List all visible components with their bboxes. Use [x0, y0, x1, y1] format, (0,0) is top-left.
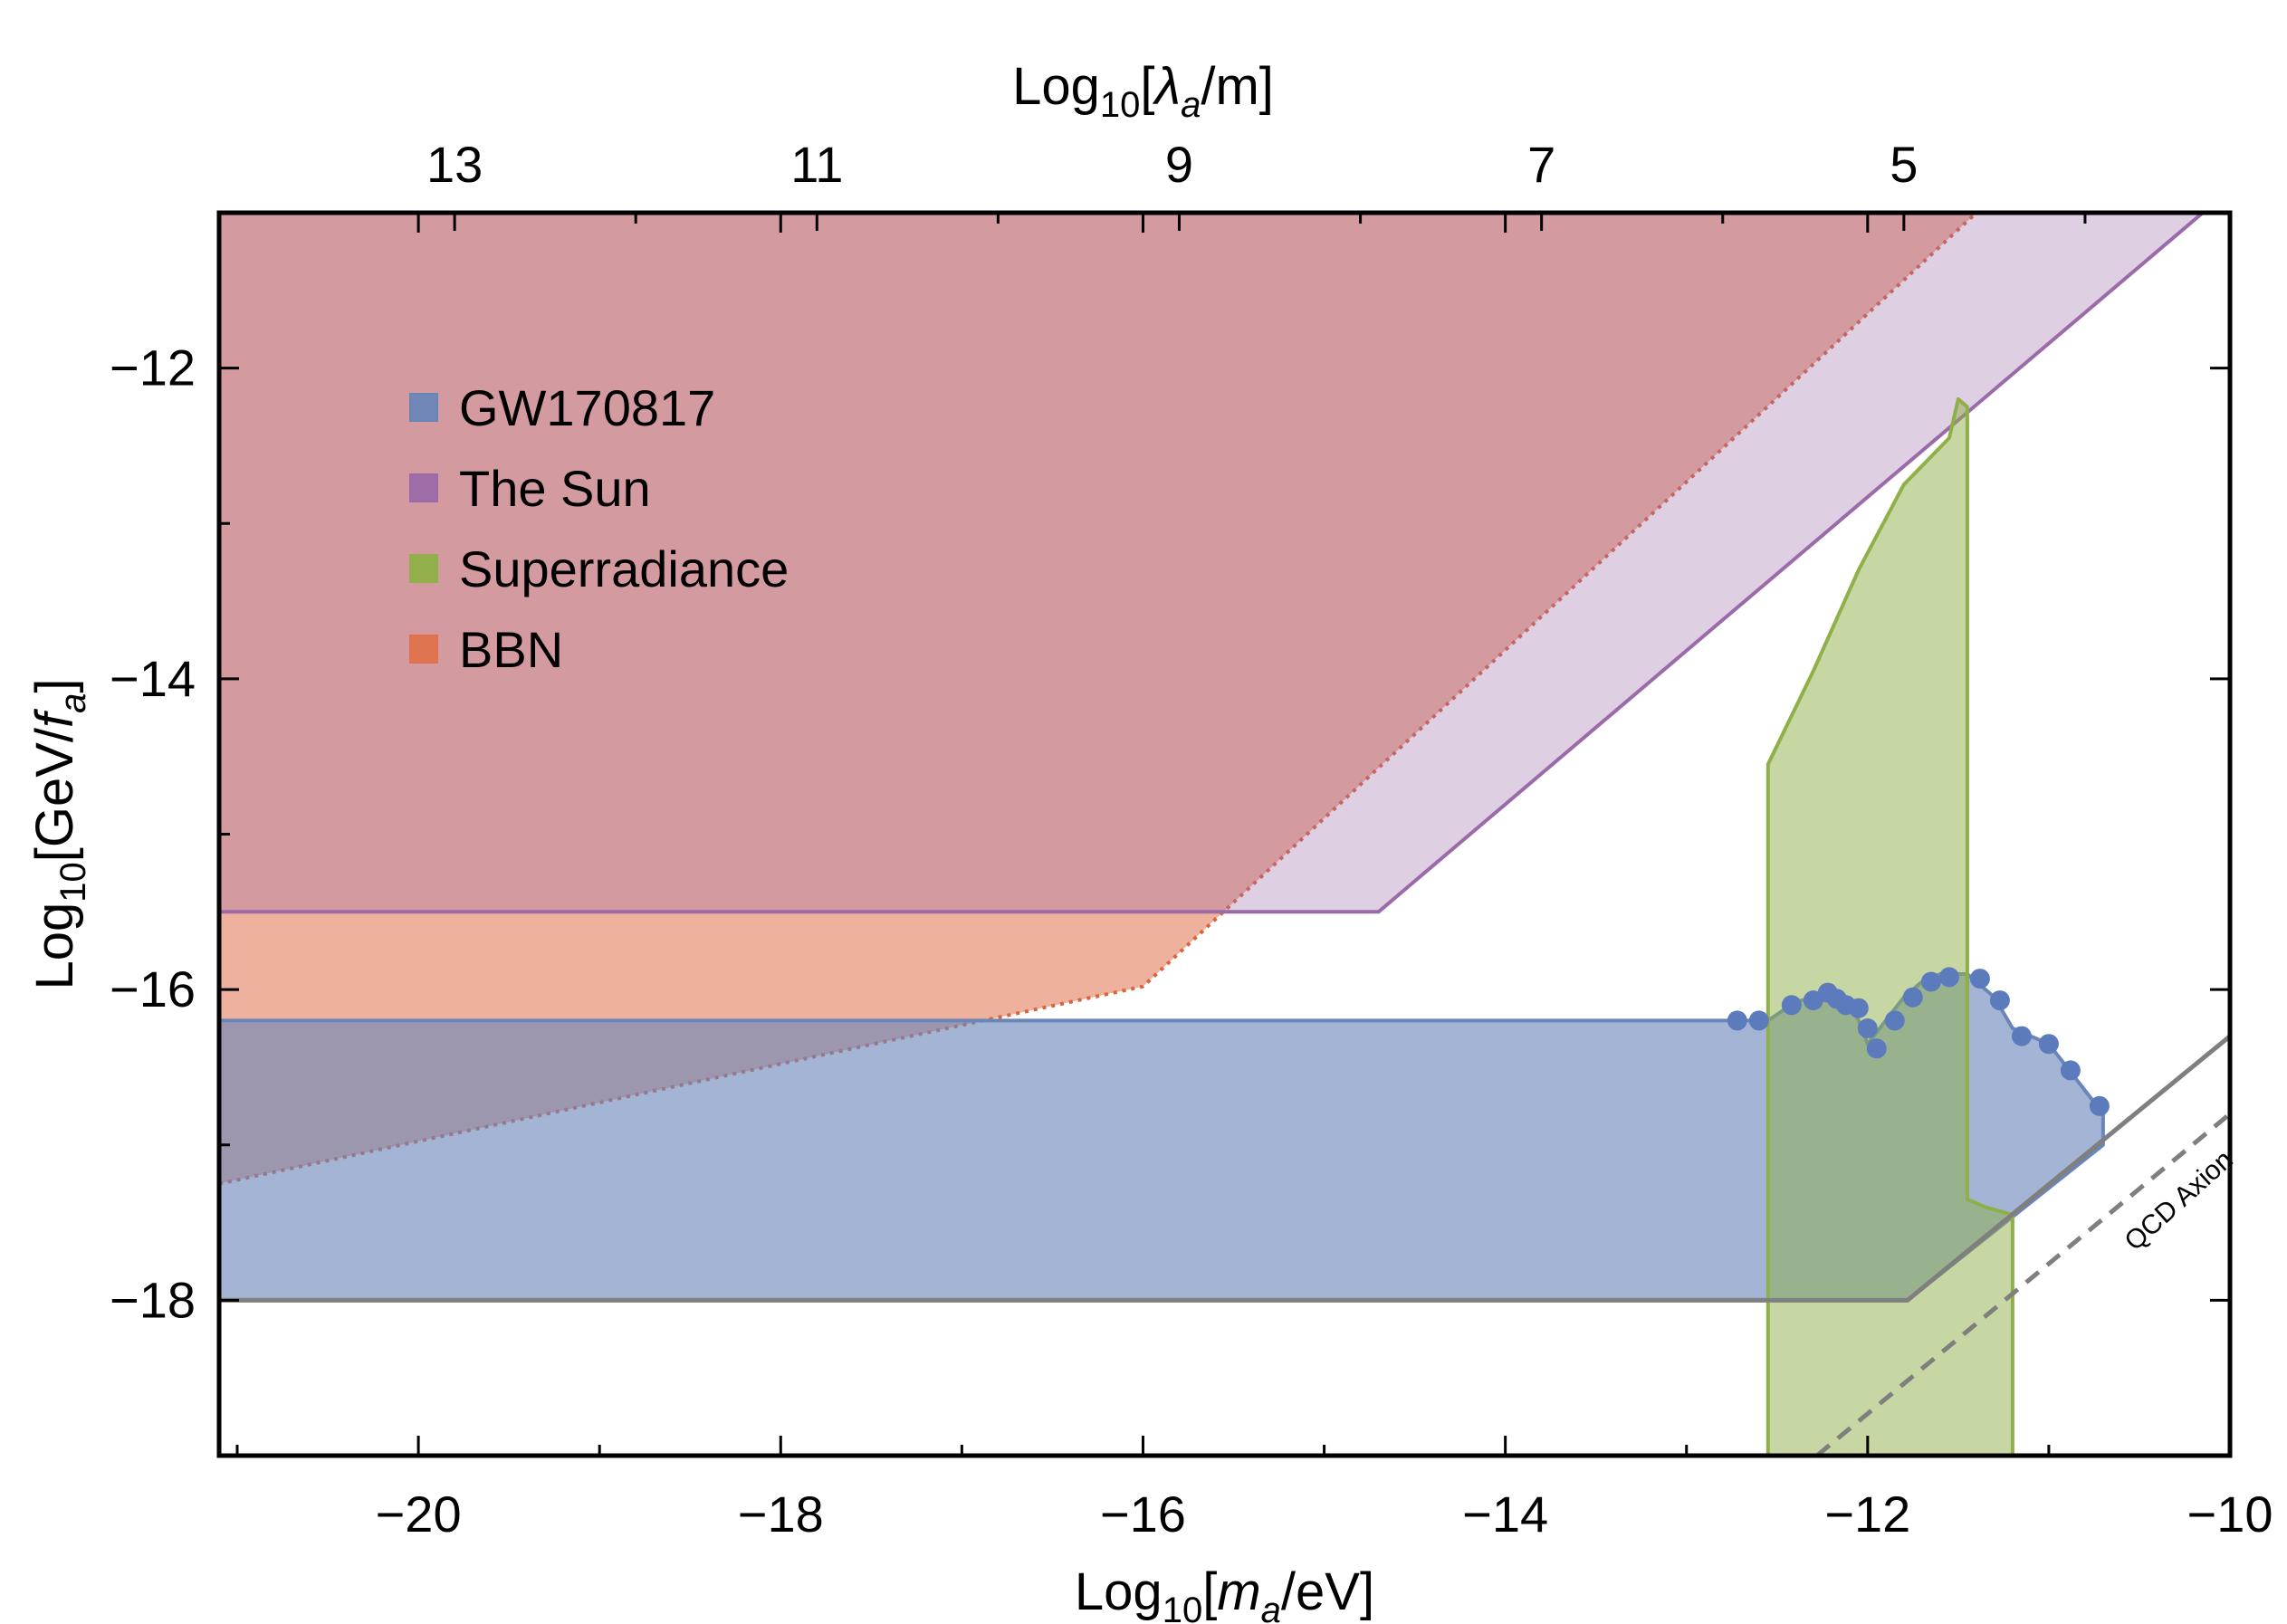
gw-data-point	[1989, 990, 2010, 1011]
gw-data-point	[2011, 1026, 2032, 1046]
x-tick-label: −10	[2187, 1485, 2273, 1543]
gw-data-point	[1748, 1010, 1769, 1031]
y-tick-label: −14	[110, 650, 196, 707]
x2-tick-label: 7	[1527, 136, 1555, 193]
bbn-region	[219, 213, 1978, 1186]
gw-data-point	[1781, 995, 1802, 1016]
qcd-axion-line	[1815, 1112, 2230, 1456]
x-axis-title: Log10[ma/eV]	[1075, 1562, 1374, 1624]
x2-tick-label: 5	[1890, 136, 1918, 193]
gw-lower-line	[219, 1034, 2230, 1303]
legend-label-bbn: BBN	[459, 621, 563, 678]
gw-data-point	[1884, 1010, 1905, 1031]
gw-data-point	[2089, 1095, 2110, 1116]
x-tick-label: −14	[1462, 1485, 1548, 1543]
legend-label-gw: GW170817	[459, 379, 715, 436]
x-tick-label: −16	[1100, 1485, 1186, 1543]
x-tick-label: −12	[1824, 1485, 1910, 1543]
legend-swatch-sr	[409, 554, 438, 583]
gw-data-point	[1848, 998, 1869, 1018]
x2-tick-label: 9	[1165, 136, 1193, 193]
gw-data-point	[2060, 1060, 2081, 1081]
x-tick-label: −20	[376, 1485, 462, 1543]
y-tick-label: −18	[110, 1271, 196, 1328]
gw-data-point	[1938, 967, 1959, 988]
gw-data-point	[1857, 1018, 1878, 1038]
qcd-axion-label: QCD Axion	[2119, 1144, 2238, 1256]
gw-data-point	[2038, 1034, 2059, 1055]
gw-data-point	[1727, 1010, 1747, 1031]
legend-label-sr: Superradiance	[459, 540, 789, 597]
gw-data-point	[1920, 971, 1941, 992]
y-tick-label: −16	[110, 960, 196, 1017]
sun-region	[219, 213, 2205, 914]
x2-tick-label: 13	[426, 136, 483, 193]
x2-axis-title: Log10[λa/m]	[1012, 57, 1274, 125]
gw-data-point	[1969, 969, 1990, 989]
y-axis-title: Log10[GeV/fa]	[25, 678, 93, 989]
legend-swatch-bbn	[409, 635, 438, 664]
gw-data-point	[1902, 987, 1923, 1008]
legend-label-sun: The Sun	[459, 460, 651, 517]
legend-swatch-gw	[409, 393, 438, 422]
sr-region	[1765, 396, 2014, 1456]
legend: GW170817 The Sun Superradiance BBN	[409, 379, 789, 678]
x2-tick-label: 11	[790, 136, 843, 193]
legend-swatch-sun	[409, 473, 438, 502]
y-tick-label: −12	[110, 339, 196, 396]
x-tick-label: −18	[738, 1485, 824, 1543]
gw-data-point	[1866, 1038, 1887, 1059]
